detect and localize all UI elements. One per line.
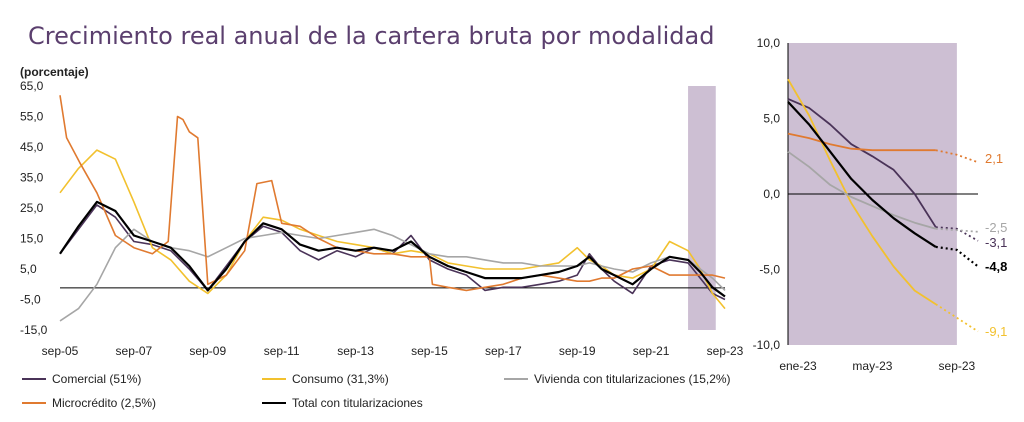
legend-item-total: Total con titularizaciones — [262, 396, 423, 410]
end-value-label: -4,8 — [985, 259, 1007, 274]
y-tick-label-right: -5,0 — [759, 263, 780, 277]
y-tick-label: 15,0 — [20, 232, 44, 246]
chart-title: Crecimiento real anual de la cartera bru… — [28, 22, 715, 50]
y-tick-label: 55,0 — [20, 110, 44, 124]
series-line-comercial-51 — [59, 204, 726, 301]
series-line-total-con-titularizaciones — [59, 200, 726, 298]
series-line-right-vivienda-con-titularizaciones-15-2 — [787, 150, 937, 230]
series-line-microcr-dito-2-5 — [59, 95, 726, 292]
y-axis-label: (porcentaje) — [20, 65, 89, 79]
x-tick-label: sep-11 — [264, 344, 300, 358]
x-tick-label: sep-09 — [189, 344, 226, 358]
legend-swatch-consumo — [262, 378, 286, 380]
legend-swatch-comercial — [22, 378, 46, 380]
legend-label-total: Total con titularizaciones — [292, 396, 423, 410]
legend-swatch-microcredito — [22, 402, 46, 404]
series-line-right-consumo-31-3 — [787, 78, 937, 305]
y-tick-label: 35,0 — [20, 171, 44, 185]
end-value-label: -2,5 — [985, 220, 1007, 235]
series-forecast-total-con-titularizaciones — [935, 245, 979, 268]
legend-item-comercial: Comercial (51%) — [22, 372, 141, 386]
y-tick-label-right: 10,0 — [757, 36, 781, 50]
x-tick-label-right: sep-23 — [939, 359, 976, 373]
chart-legend: Comercial (51%) Consumo (31,3%) Vivienda… — [18, 368, 778, 416]
x-tick-label: sep-21 — [633, 344, 670, 358]
x-tick-label: sep-05 — [42, 344, 79, 358]
legend-label-comercial: Comercial (51%) — [52, 372, 142, 386]
legend-swatch-total — [262, 402, 286, 404]
y-tick-label: 5,0 — [20, 262, 37, 276]
end-value-label: -3,1 — [985, 235, 1007, 250]
series-line-right-microcr-dito-2-5 — [787, 132, 936, 152]
end-value-label: 2,1 — [985, 151, 1003, 166]
x-tick-label: sep-13 — [337, 344, 374, 358]
series-forecast-microcr-dito-2-5 — [935, 149, 979, 164]
y-tick-label: 45,0 — [20, 140, 44, 154]
x-tick-label: sep-15 — [411, 344, 448, 358]
x-tick-label: sep-07 — [116, 344, 153, 358]
y-tick-label: -5,0 — [20, 293, 41, 307]
legend-item-microcredito: Microcrédito (2,5%) — [22, 396, 156, 410]
legend-swatch-vivienda — [504, 378, 528, 380]
series-forecast-vivienda-con-titularizaciones-15-2 — [935, 227, 979, 233]
x-tick-label: sep-23 — [707, 344, 744, 358]
y-tick-label-right: 5,0 — [763, 112, 780, 126]
legend-label-consumo: Consumo (31,3%) — [292, 372, 389, 386]
y-tick-label: 65,0 — [20, 79, 44, 93]
legend-item-consumo: Consumo (31,3%) — [262, 372, 389, 386]
series-forecast-consumo-31-3 — [935, 303, 979, 333]
series-line-right-total-con-titularizaciones — [787, 101, 937, 248]
x-tick-label: sep-19 — [559, 344, 596, 358]
x-tick-label: sep-17 — [485, 344, 522, 358]
legend-label-microcredito: Microcrédito (2,5%) — [52, 396, 157, 410]
series-line-consumo-31-3 — [59, 149, 726, 310]
y-tick-label-right: -10,0 — [753, 338, 781, 352]
y-tick-label: -15,0 — [20, 323, 48, 337]
series-forecast-comercial-51 — [935, 226, 979, 242]
legend-label-vivienda: Vivienda con titularizaciones (15,2%) — [534, 372, 731, 386]
end-value-label: -9,1 — [985, 324, 1007, 339]
y-tick-label: 25,0 — [20, 201, 44, 215]
legend-item-vivienda: Vivienda con titularizaciones (15,2%) — [504, 372, 731, 386]
y-tick-label-right: 0,0 — [763, 187, 780, 201]
x-tick-label-right: ene-23 — [779, 359, 817, 373]
x-tick-label-right: may-23 — [852, 359, 892, 373]
series-line-vivienda-con-titularizaciones-15-2 — [59, 228, 726, 322]
